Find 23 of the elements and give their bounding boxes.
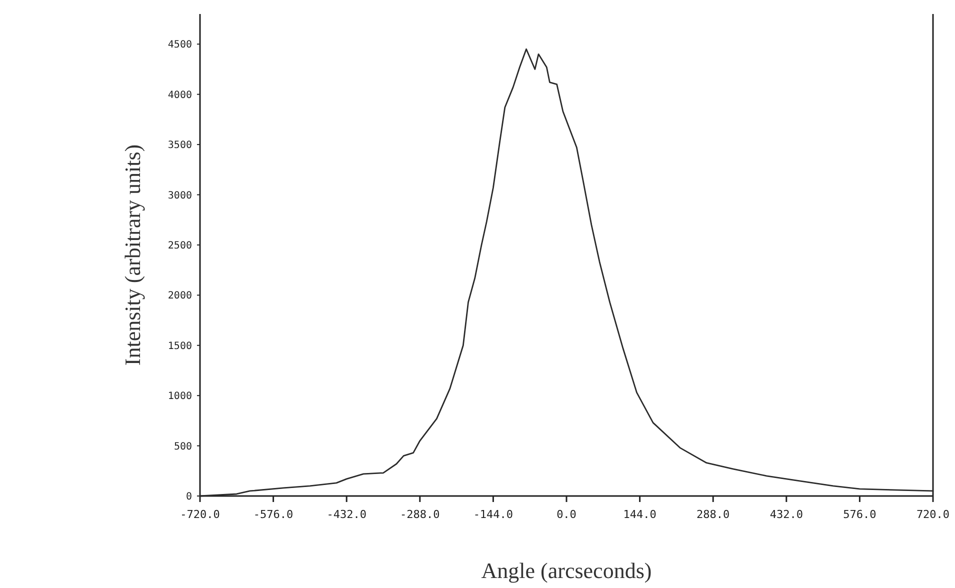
y-tick-label: 500 [174,441,192,452]
y-tick-label: 1500 [168,340,192,352]
x-tick-label: -432.0 [326,508,366,521]
x-tick-label: 720.0 [916,508,950,521]
y-tick-label: 0 [186,492,192,502]
y-tick-label: 4500 [168,40,192,51]
x-tick-label: -144.0 [473,508,514,521]
x-tick-label: -720.0 [180,508,220,521]
x-tick-label: 432.0 [770,508,803,521]
x-axis-title: Angle (arcseconds) [481,558,652,583]
y-tick-label: 3500 [168,140,192,152]
x-tick-label: -576.0 [253,508,294,521]
x-tick-label: -288.0 [400,508,440,521]
y-tick-label: 2000 [168,290,192,302]
x-tick-label: 288.0 [696,508,730,521]
x-tick-label: 0.0 [556,508,576,521]
y-tick-label: 2500 [168,240,192,252]
y-tick-label: 3000 [168,190,192,202]
x-tick-label: 144.0 [623,508,656,521]
y-axis-title: Intensity (arbitrary units) [120,144,145,366]
y-tick-label: 1000 [168,391,192,402]
x-tick-label: 576.0 [843,508,876,521]
y-tick-label: 4000 [168,90,192,101]
